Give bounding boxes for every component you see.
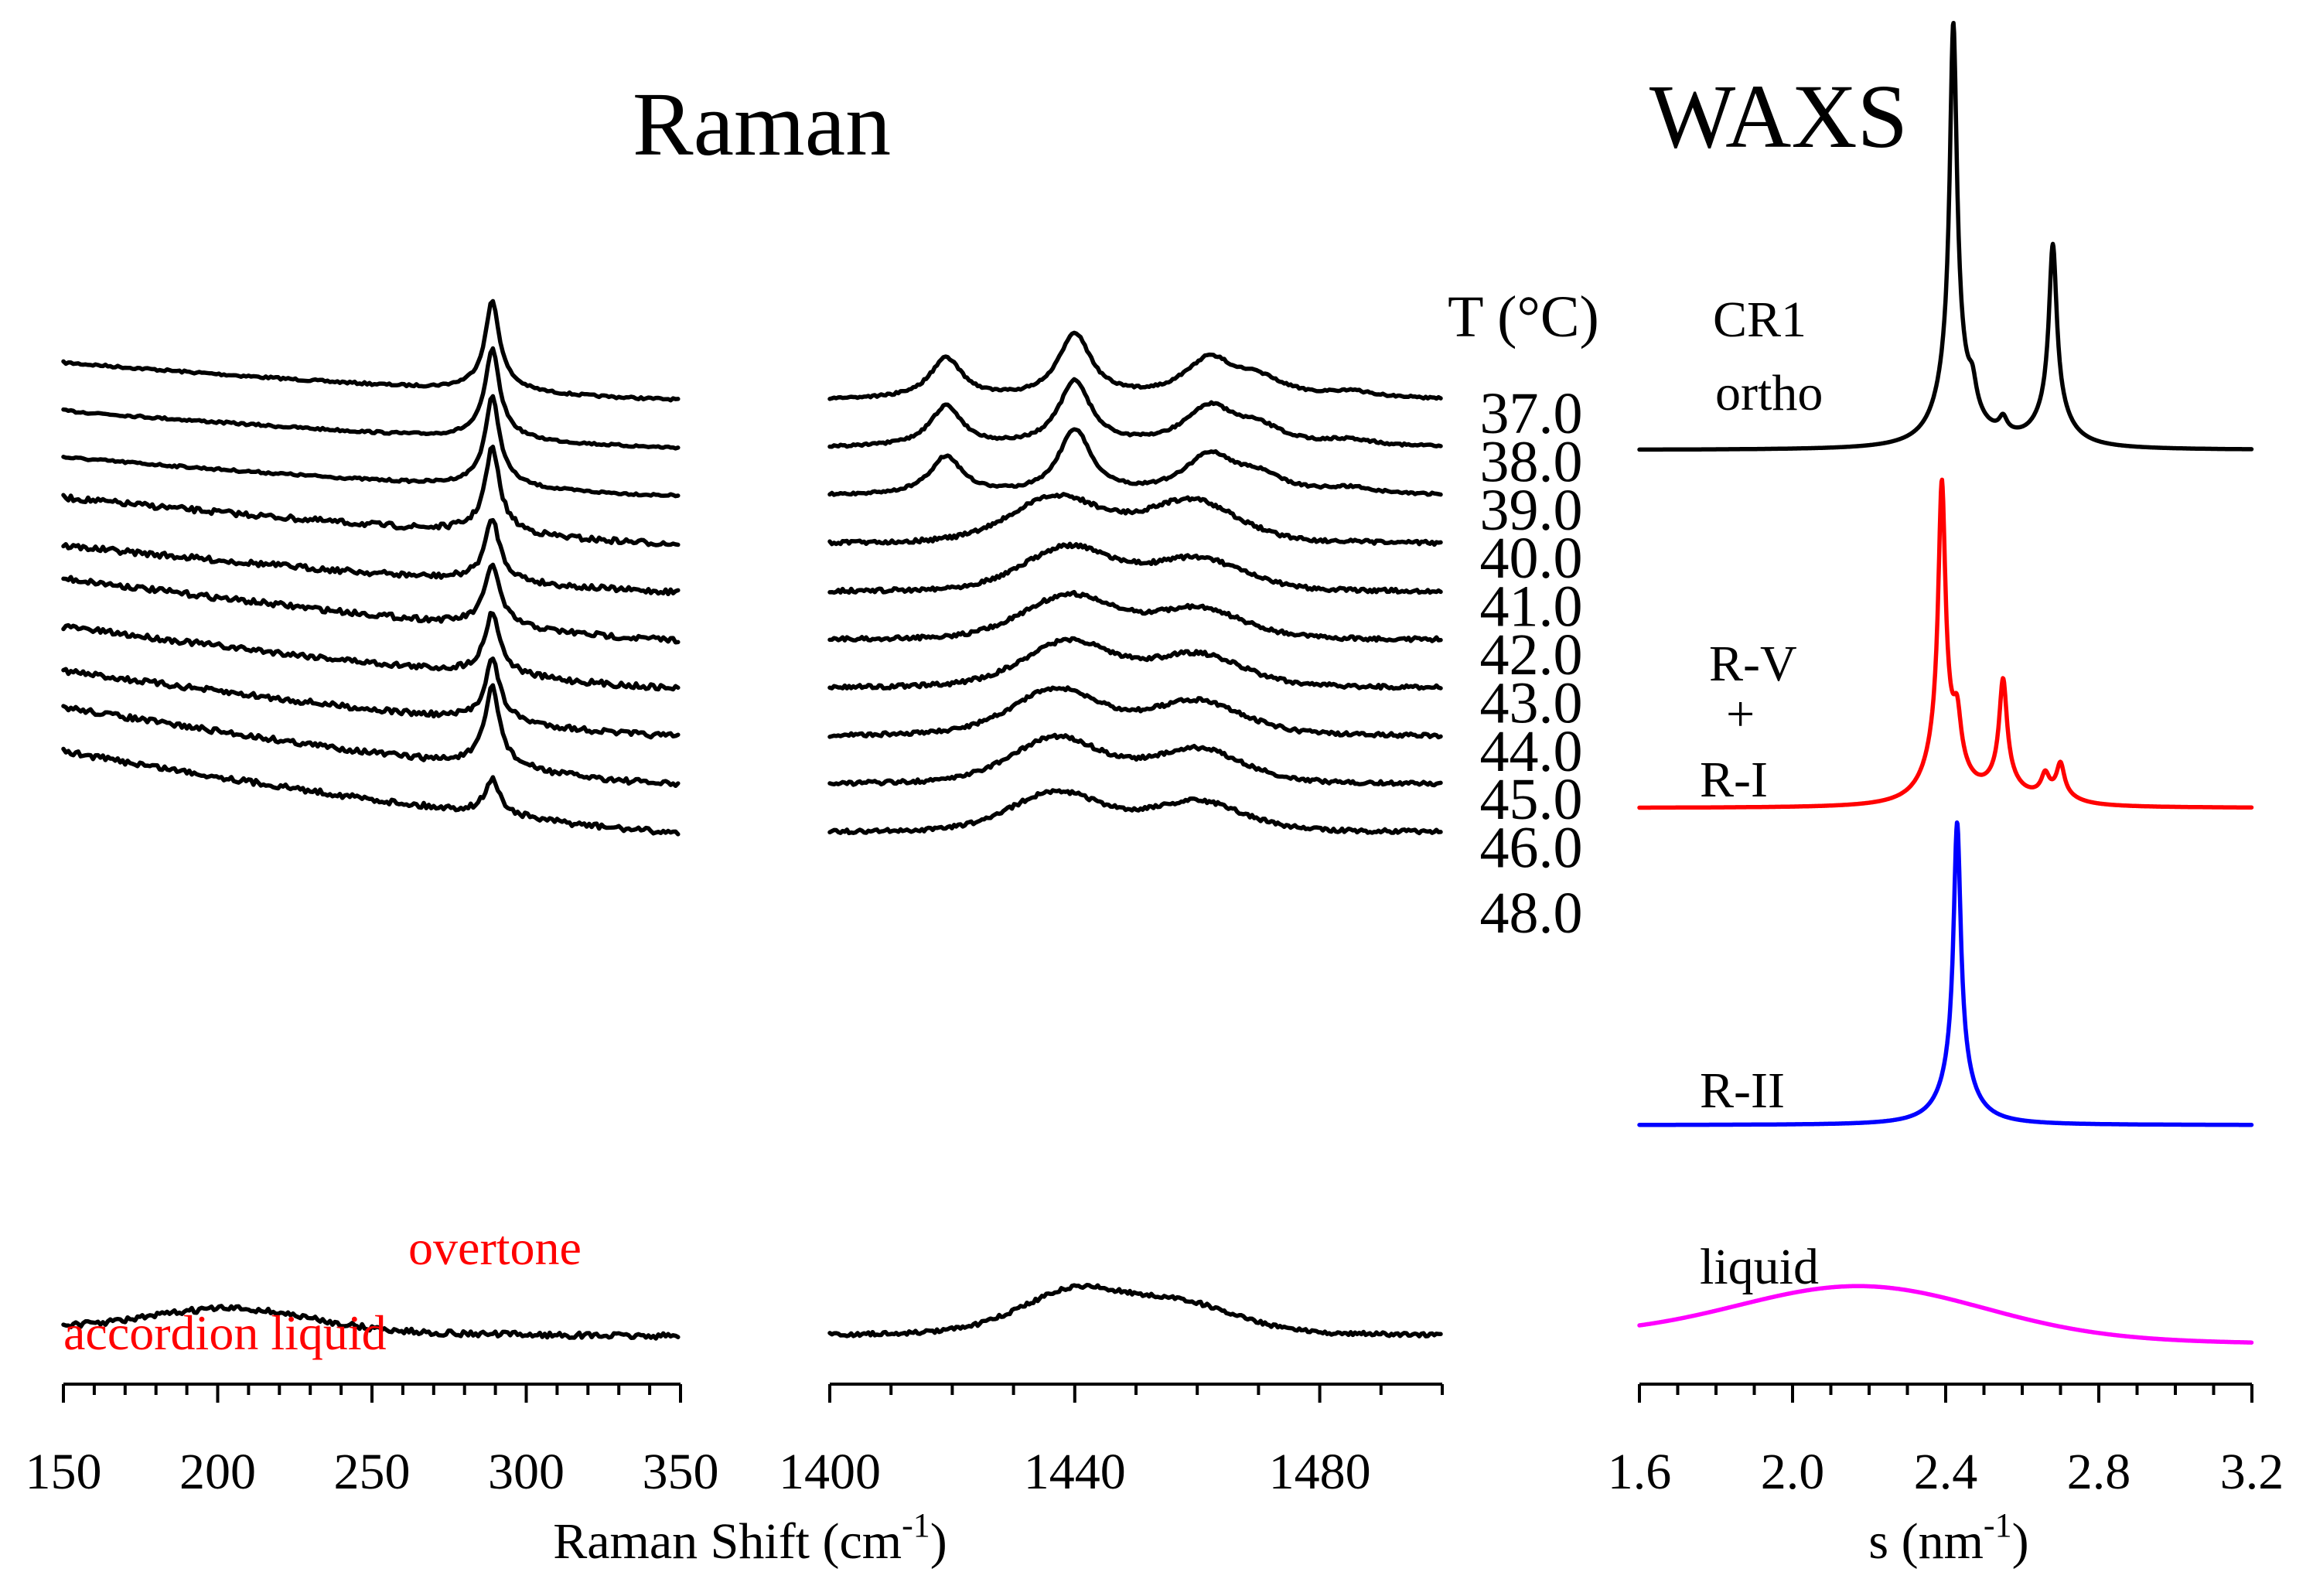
raman-low-trace-37.0 — [61, 298, 681, 403]
raman-mid-tick-label: 1400 — [779, 1444, 881, 1500]
raman-mid-trace-41.0 — [827, 541, 1443, 595]
raman-low-tick-label: 250 — [334, 1444, 411, 1500]
raman-low-panel: 150 200 250 300 350 overtone accordion liqui… — [26, 298, 719, 1500]
temperature-label-48.0: 48.0 — [1480, 881, 1583, 946]
raman-mid-trace-45.0 — [827, 732, 1443, 788]
waxs-label-rv: R-V — [1709, 636, 1797, 692]
waxs-label-liquid: liquid — [1700, 1239, 1819, 1295]
waxs-tick-label: 1.6 — [1608, 1444, 1672, 1500]
waxs-ticks: 1.6 2.0 2.4 2.8 3.2 — [1608, 1384, 2284, 1500]
raman-low-trace-46.0 — [61, 746, 681, 837]
raman-x-axis-title-sup: -1 — [902, 1506, 930, 1544]
raman-low-trace-40.0 — [61, 445, 681, 547]
waxs-label-cr1: CR1 — [1713, 292, 1806, 348]
waxs-trace-cr1 — [1637, 20, 2254, 452]
waxs-label-ortho: ortho — [1715, 365, 1823, 421]
temperature-label-38.0: 38.0 — [1480, 429, 1583, 494]
raman-mid-trace-38.0 — [827, 377, 1443, 449]
raman-mid-trace-44.0 — [827, 685, 1443, 740]
temperature-label-39.0: 39.0 — [1480, 478, 1583, 543]
waxs-trace-liquid — [1637, 1284, 2254, 1345]
raman-x-axis-title-main: Raman Shift (cm — [553, 1513, 902, 1570]
raman-low-tick-label: 300 — [488, 1444, 565, 1500]
raman-mid-trace-39.0 — [827, 427, 1443, 497]
raman-low-trace-43.0 — [61, 611, 681, 692]
waxs-panel: 1.6 2.0 2.4 2.8 3.2 CR1 ortho R-V+ R-I R-II liqui… — [1608, 20, 2284, 1570]
waxs-phase-labels: CR1 ortho R-V+ R-I R-II liquid — [1700, 292, 1823, 1295]
overtone-annotation: overtone — [408, 1220, 582, 1275]
waxs-tick-label: 2.0 — [1761, 1444, 1825, 1500]
temperature-label-45.0: 45.0 — [1480, 767, 1583, 832]
raman-mid-trace-48.0 — [827, 1282, 1443, 1339]
raman-mid-trace-42.0 — [827, 589, 1443, 643]
raman-x-axis-title: Raman Shift (cm-1) — [553, 1506, 947, 1570]
raman-low-tick-label: 350 — [643, 1444, 719, 1500]
raman-x-axis-title-end: ) — [930, 1513, 947, 1570]
waxs-trace-r-v — [1637, 477, 2254, 810]
raman-title: Raman — [633, 73, 891, 175]
waxs-title: WAXS — [1649, 66, 1908, 167]
accordion-liquid-annotation: accordion liquid — [63, 1305, 387, 1360]
waxs-label-rii: R-II — [1700, 1062, 1785, 1119]
raman-low-ticks: 150 200 250 300 350 — [26, 1384, 719, 1500]
waxs-x-axis-title: s (nm-1) — [1868, 1506, 2028, 1570]
waxs-trace-r-ii — [1637, 820, 2254, 1127]
raman-mid-ticks: 1400 1440 1480 — [779, 1384, 1444, 1500]
temperature-label-42.0: 42.0 — [1480, 622, 1583, 687]
temperature-label-40.0: 40.0 — [1480, 526, 1583, 591]
temperature-label-41.0: 41.0 — [1480, 575, 1583, 639]
temperature-label-37.0: 37.0 — [1480, 381, 1583, 446]
waxs-tick-label: 3.2 — [2220, 1444, 2284, 1500]
raman-mid-tick-label: 1480 — [1269, 1444, 1371, 1500]
raman-low-trace-38.0 — [61, 346, 681, 451]
temperature-header: T (°C) — [1448, 285, 1599, 350]
waxs-label-ri: R-I — [1700, 752, 1768, 808]
waxs-traces — [1637, 20, 2254, 1345]
waxs-label-plus: + — [1726, 686, 1755, 742]
raman-low-trace-45.0 — [61, 683, 681, 789]
raman-low-tick-label: 150 — [26, 1444, 102, 1500]
waxs-tick-label: 2.8 — [2067, 1444, 2131, 1500]
waxs-x-axis-title-main: s (nm — [1868, 1513, 1984, 1570]
raman-low-trace-39.0 — [61, 394, 681, 499]
raman-low-tick-label: 200 — [179, 1444, 256, 1500]
temperature-label-44.0: 44.0 — [1480, 719, 1583, 784]
raman-mid-trace-40.0 — [827, 492, 1443, 547]
waxs-x-axis-title-sup: -1 — [1984, 1506, 2012, 1544]
raman-low-traces — [61, 298, 681, 1341]
waxs-x-axis-title-end: ) — [2012, 1513, 2029, 1570]
raman-mid-traces — [827, 330, 1443, 1339]
raman-mid-trace-37.0 — [827, 330, 1443, 401]
raman-low-trace-42.0 — [61, 562, 681, 645]
temperature-label-46.0: 46.0 — [1480, 816, 1583, 881]
temperature-label-43.0: 43.0 — [1480, 670, 1583, 735]
raman-low-trace-44.0 — [61, 656, 681, 740]
waxs-tick-label: 2.4 — [1914, 1444, 1978, 1500]
raman-low-trace-41.0 — [61, 517, 681, 597]
raman-mid-panel: 1400 1440 1480 — [779, 330, 1444, 1500]
raman-low-trace-48.0 — [61, 1304, 681, 1341]
temperature-labels: 37.038.039.040.041.042.043.044.045.046.0… — [1480, 381, 1583, 946]
raman-mid-trace-43.0 — [827, 636, 1443, 691]
raman-mid-tick-label: 1440 — [1024, 1444, 1126, 1500]
raman-mid-trace-46.0 — [827, 788, 1443, 836]
